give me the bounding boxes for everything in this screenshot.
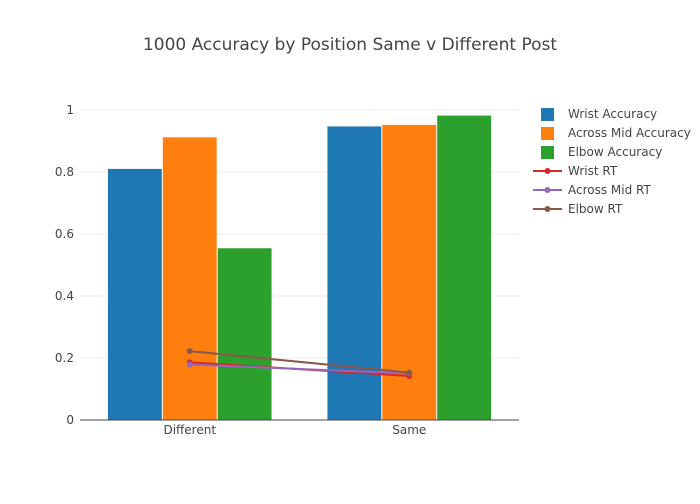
legend-swatch [541,108,554,121]
legend-swatch [541,127,554,140]
bar-elbow-accuracy[interactable] [217,248,272,420]
legend-label: Elbow Accuracy [568,145,662,159]
legend-item[interactable]: Elbow RT [533,202,623,216]
bar-wrist-accuracy[interactable] [107,168,162,420]
legend-label: Across Mid Accuracy [568,126,691,140]
legend-item[interactable]: Elbow Accuracy [541,145,662,159]
legend-item[interactable]: Wrist Accuracy [541,107,657,121]
legend-item[interactable]: Wrist RT [533,164,618,178]
x-tick-label: Same [392,423,426,437]
y-tick-label: 0 [66,413,74,427]
legend-label: Wrist Accuracy [568,107,657,121]
axes: 0 0.2 0.4 0.6 0.8 1 Different Same [55,103,519,437]
y-tick-label: 0.4 [55,289,74,303]
legend-item[interactable]: Across Mid Accuracy [541,126,691,140]
point-across-mid-rt[interactable] [186,361,193,368]
legend-marker [544,168,551,174]
point-elbow-rt[interactable] [406,369,413,376]
y-tick-label: 1 [66,103,74,117]
chart-title: 1000 Accuracy by Position Same v Differe… [143,35,557,55]
legend-label: Elbow RT [568,202,623,216]
bar-wrist-accuracy[interactable] [327,126,382,421]
point-elbow-rt[interactable] [186,348,193,355]
line-elbow-rt[interactable] [189,350,410,374]
bar-elbow-accuracy[interactable] [437,115,492,420]
legend-marker [544,187,551,193]
legend-label: Across Mid RT [568,183,652,197]
legend-marker [544,206,551,212]
y-tick-label: 0.2 [55,351,74,365]
x-tick-label: Different [163,423,216,437]
legend-swatch [541,146,554,159]
legend-item[interactable]: Across Mid RT [533,183,652,197]
legend[interactable]: Wrist Accuracy Across Mid Accuracy Elbow A… [533,107,691,216]
y-tick-label: 0.6 [55,227,74,241]
line-across-mid-rt[interactable] [189,363,410,375]
bars [107,115,492,421]
rt-lines [186,348,413,379]
y-tick-label: 0.8 [55,165,74,179]
legend-label: Wrist RT [568,164,618,178]
bar-across-mid-accuracy[interactable] [162,137,217,420]
